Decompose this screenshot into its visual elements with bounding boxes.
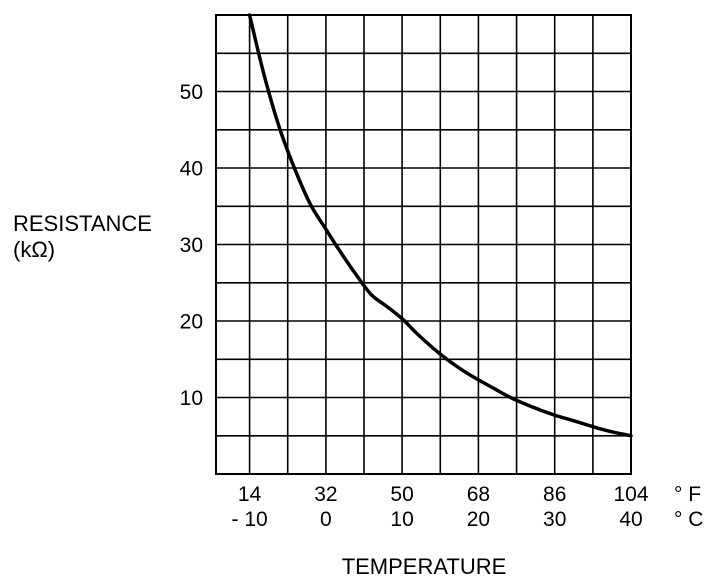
y-tick-label: 20 [180, 311, 203, 334]
x-unit-celsius: ° C [674, 508, 703, 531]
y-tick-label: 30 [180, 234, 203, 257]
x-axis-label: TEMPERATURE [342, 554, 507, 579]
y-tick-labels: 10 20 30 40 50 [180, 81, 203, 410]
x-tick-label-f: 50 [390, 483, 413, 506]
x-tick-labels-celsius: - 10 0 10 20 30 40 [232, 508, 643, 531]
grid [215, 14, 632, 475]
x-tick-label-f: 14 [238, 483, 262, 506]
x-tick-label-f: 86 [543, 483, 566, 506]
y-tick-label: 40 [180, 158, 203, 181]
x-tick-label-c: 0 [320, 508, 332, 531]
y-tick-label: 50 [180, 81, 203, 104]
x-tick-labels-fahrenheit: 14 32 50 68 86 104 [238, 483, 649, 506]
x-tick-label-f: 104 [613, 483, 648, 506]
x-tick-label-c: 40 [619, 508, 642, 531]
x-tick-label-c: 10 [390, 508, 413, 531]
x-tick-label-f: 68 [467, 483, 490, 506]
x-unit-fahrenheit: ° F [674, 483, 701, 506]
y-tick-label: 10 [180, 387, 203, 410]
series-line-resistance [247, 13, 633, 438]
x-tick-label-c: 20 [467, 508, 490, 531]
y-axis-unit: (kΩ) [13, 237, 55, 262]
x-tick-label-c: 30 [543, 508, 566, 531]
x-tick-label-f: 32 [314, 483, 337, 506]
y-axis-label: RESISTANCE [13, 211, 152, 236]
x-tick-label-c: - 10 [232, 508, 268, 531]
